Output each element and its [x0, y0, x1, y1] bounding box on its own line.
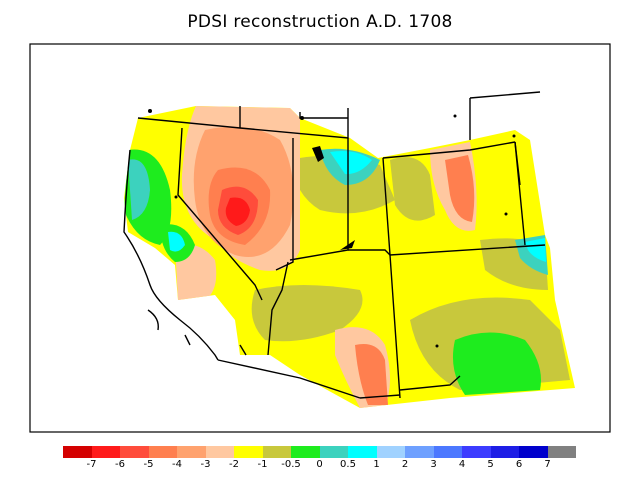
- legend-swatch: [177, 446, 206, 458]
- legend-labels: -7 -6 -5 -4 -3 -2 -1 -0.5 0 0.5 1 2 3 4 5 6 7: [63, 459, 576, 473]
- legend-tick-label: 7: [544, 459, 551, 470]
- legend-tick-label: -2: [229, 459, 239, 470]
- legend-swatch: [205, 446, 234, 458]
- legend-swatch: [262, 446, 291, 458]
- legend-swatch: [376, 446, 405, 458]
- legend-tick-label: -6: [115, 459, 125, 470]
- legend-swatch: [234, 446, 263, 458]
- legend-tick-label: -0.5: [281, 459, 301, 470]
- legend-swatch: [433, 446, 462, 458]
- legend-tick-label: 4: [458, 459, 466, 470]
- pdsi-field: [124, 106, 575, 408]
- legend-colorbar: [63, 446, 576, 458]
- legend-swatch: [91, 446, 120, 458]
- legend-tick-label: -3: [200, 459, 211, 470]
- water-bodies: [148, 109, 516, 348]
- legend-tick-label: 6: [515, 459, 523, 470]
- legend-swatch: [405, 446, 434, 458]
- legend-tick-label: -7: [86, 459, 97, 470]
- legend-tick-label: 0.5: [340, 459, 356, 470]
- legend-tick-label: -5: [143, 459, 154, 470]
- legend-tick-label: 2: [401, 459, 409, 470]
- legend-swatch: [63, 446, 92, 458]
- legend-swatch: [519, 446, 548, 458]
- legend-swatch: [547, 446, 576, 458]
- boundaries: [123, 91, 546, 399]
- legend-swatch: [120, 446, 149, 458]
- legend-swatch: [348, 446, 377, 458]
- legend-swatch: [148, 446, 177, 458]
- legend-tick-label: -4: [172, 459, 182, 470]
- legend-swatch: [291, 446, 320, 458]
- map-title: PDSI reconstruction A.D. 1708: [187, 12, 453, 32]
- legend-tick-label: 1: [373, 459, 380, 470]
- legend-swatch: [490, 446, 519, 458]
- legend-tick-label: -1: [257, 459, 268, 470]
- legend-tick-label: 5: [487, 459, 494, 470]
- legend-tick-label: 0: [316, 459, 323, 470]
- legend-swatch: [462, 446, 491, 458]
- legend-tick-label: 3: [430, 459, 437, 470]
- legend-swatch: [319, 446, 348, 458]
